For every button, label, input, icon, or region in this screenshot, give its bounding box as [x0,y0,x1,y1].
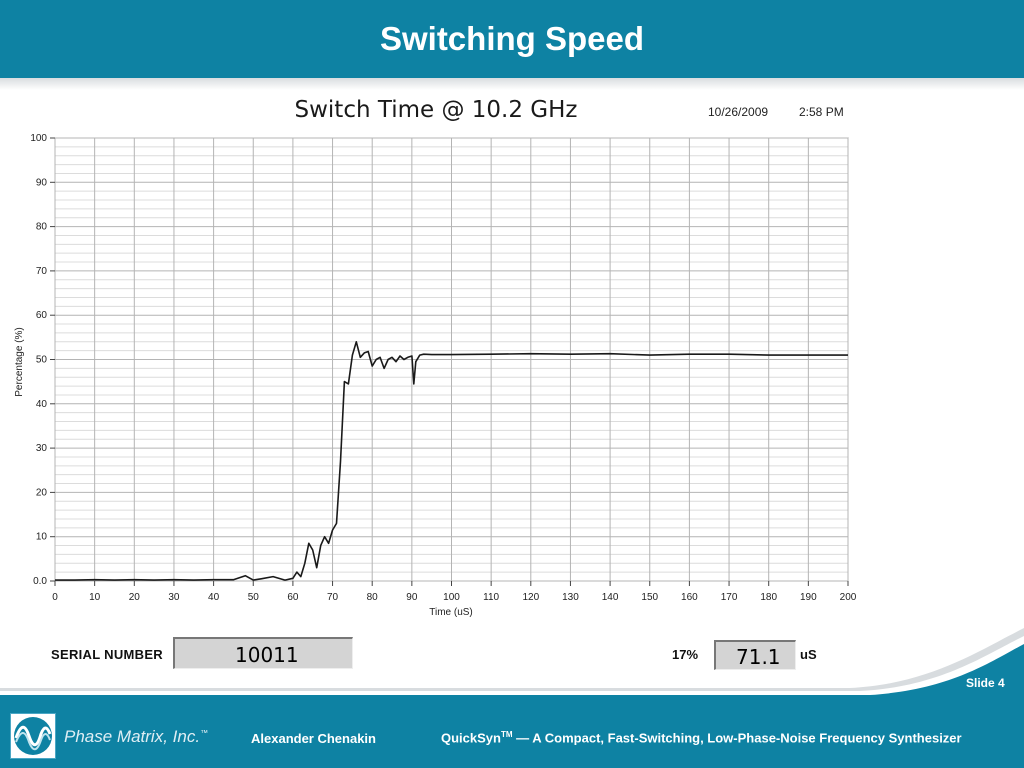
y-tick-label: 0.0 [33,576,47,587]
x-tick-label: 120 [522,592,539,603]
x-tick-label: 70 [327,592,339,603]
x-tick-label: 0 [52,592,58,603]
x-tick-label: 40 [208,592,220,603]
x-tick-label: 90 [406,592,418,603]
percent-label: 17% [672,647,699,662]
company-logo-icon [10,713,56,759]
y-tick-label: 10 [36,532,48,543]
serial-number-value: 10011 [235,643,299,667]
series-line [55,340,848,581]
chart-time: 2:58 PM [799,105,844,119]
x-tick-label: 130 [562,592,579,603]
axis-ticks: 0.0 10 20 30 40 50 60 70 80 90 100 0 10 20 30 40 50 60 70 8… [30,133,856,603]
x-tick-label: 80 [367,592,379,603]
x-tick-label: 170 [721,592,738,603]
slide-footer: Phase Matrix, Inc.™ Alexander Chenakin Q… [0,703,1024,768]
x-tick-label: 180 [760,592,777,603]
x-tick-label: 10 [89,592,101,603]
y-tick-label: 50 [36,355,48,366]
chart-title: Switch Time @ 10.2 GHz [295,97,578,123]
x-tick-label: 110 [483,592,499,603]
y-axis-label: Percentage (%) [14,327,25,396]
slide-title: Switching Speed [379,20,645,57]
x-tick-label: 200 [840,592,857,603]
product-tagline: QuickSynTM — A Compact, Fast-Switching, … [441,730,962,746]
switch-time-field: 71.1 [714,640,796,670]
serial-number-label: SERIAL NUMBER [51,647,164,662]
author-name: Alexander Chenakin [251,731,376,746]
y-tick-label: 80 [36,222,48,233]
y-tick-label: 30 [36,443,48,454]
y-tick-label: 20 [36,487,48,498]
slide-header: Switching Speed [0,0,1024,78]
x-axis-label: Time (uS) [429,607,473,618]
x-tick-label: 150 [641,592,658,603]
x-tick-label: 190 [800,592,817,603]
header-divider [0,78,1024,90]
x-tick-label: 20 [129,592,141,603]
x-tick-label: 60 [287,592,299,603]
grid-lines [54,137,849,582]
serial-number-field: 10011 [173,637,353,669]
y-tick-label: 90 [36,177,48,188]
y-tick-label: 100 [30,133,47,144]
company-name: Phase Matrix, Inc.™ [64,727,209,746]
y-tick-label: 70 [36,266,48,277]
chart-date: 10/26/2009 [708,105,768,119]
x-tick-label: 50 [248,592,260,603]
y-tick-label: 60 [36,310,48,321]
x-tick-label: 30 [168,592,180,603]
slide-number: Slide 4 [966,676,1005,690]
x-tick-label: 100 [443,592,460,603]
time-unit-label: uS [800,647,817,662]
y-tick-label: 40 [36,399,48,410]
x-tick-label: 140 [602,592,619,603]
series-layer [55,340,848,581]
x-tick-label: 160 [681,592,698,603]
footer-swoosh [0,628,1024,703]
switch-time-value: 71.1 [736,645,781,669]
